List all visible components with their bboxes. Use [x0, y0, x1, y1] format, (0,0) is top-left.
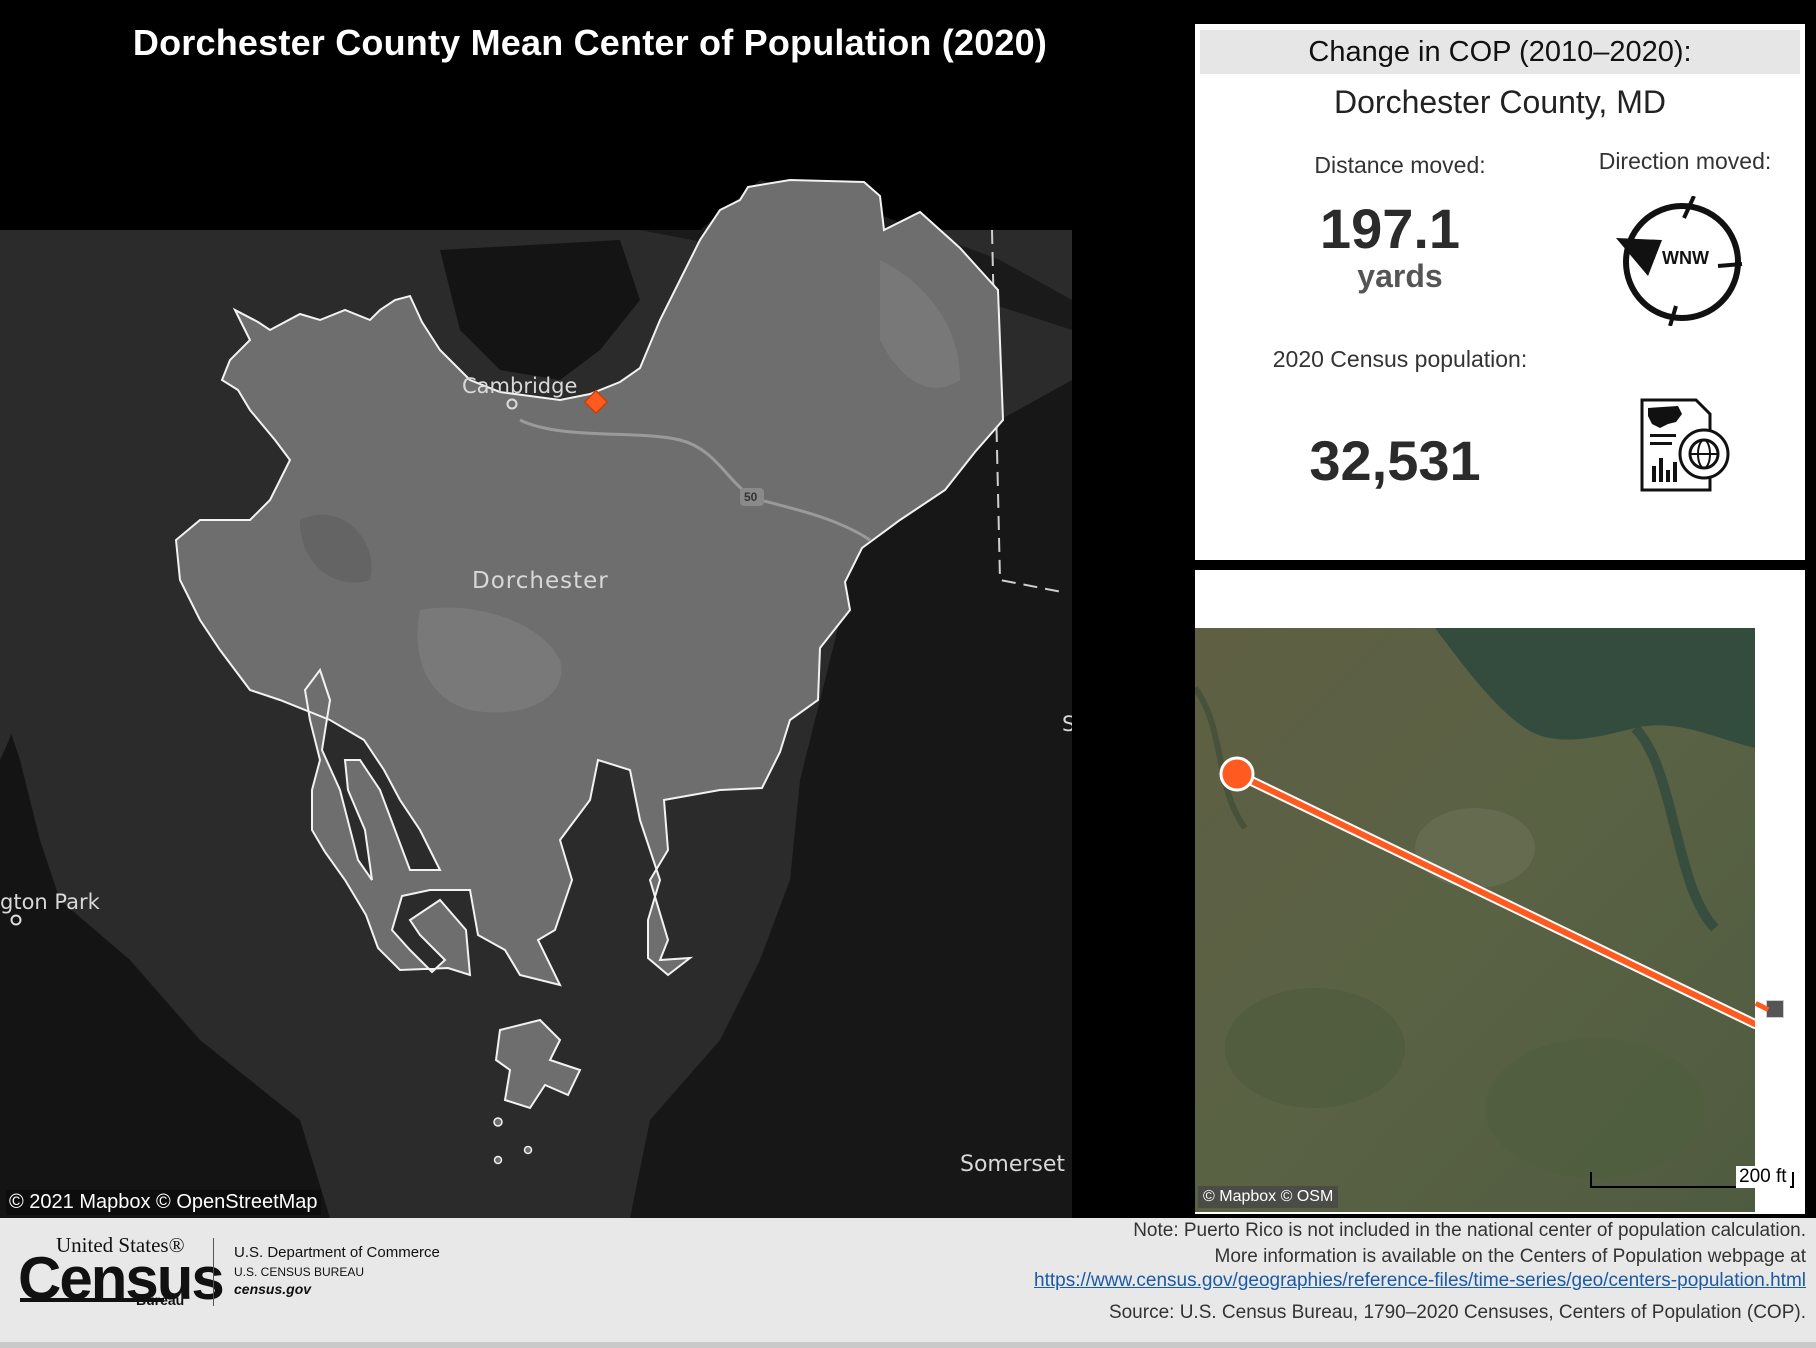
logo-bureau-text: Bureau: [136, 1292, 185, 1308]
talbot-land: [440, 240, 640, 380]
detail-map-attribution[interactable]: © Mapbox © OSM: [1198, 1186, 1339, 1208]
park-label: gton Park: [0, 890, 100, 914]
cambridge-dot: [506, 398, 518, 410]
distance-value: 197.1: [1319, 197, 1461, 260]
highway-50: [519, 418, 871, 542]
scale-bar: [1590, 1172, 1794, 1188]
logo-underline: [20, 1298, 164, 1302]
census-logo[interactable]: Census: [18, 1245, 225, 1312]
direction-value: WNW: [1662, 248, 1709, 268]
landcover-patch: [880, 260, 960, 388]
footer-more-info: More information is available on the Cen…: [1214, 1246, 1806, 1267]
eastern-land: [630, 380, 1072, 1218]
movement-line: [1234, 771, 1755, 1027]
population-value: 32,531: [1309, 429, 1481, 492]
map-canvas[interactable]: [0, 0, 1072, 1218]
center-of-population-marker[interactable]: [583, 389, 609, 415]
somerset-label: Somerset: [960, 1152, 1066, 1177]
cambridge-label: Cambridge: [462, 374, 578, 398]
bureau-name: U.S. CENSUS BUREAU: [234, 1265, 365, 1279]
route-number: 50: [744, 490, 758, 504]
page-title: Dorchester County Mean Center of Populat…: [132, 22, 1048, 63]
logo-top-text: United States®: [56, 1233, 185, 1257]
population-label: 2020 Census population:: [1272, 346, 1528, 372]
county-label: Dorchester: [472, 568, 609, 594]
website-text: census.gov: [234, 1281, 312, 1297]
info-header: Change in COP (2010–2020):: [1200, 30, 1800, 74]
main-map[interactable]: Cambridge Dorchester gton Park Somerset …: [0, 0, 1072, 1218]
scale-label: 200 ft: [1736, 1166, 1790, 1188]
census-document-globe-icon: [1638, 398, 1738, 494]
edge-label: S: [1062, 712, 1072, 736]
county-name: Dorchester County, MD: [1334, 84, 1666, 120]
landcover-patch: [417, 607, 562, 713]
department-name: U.S. Department of Commerce: [234, 1244, 440, 1261]
route-shield-icon: [740, 488, 764, 506]
new-center-marker[interactable]: [1219, 756, 1255, 792]
centers-population-link[interactable]: https://www.census.gov/geographies/refer…: [1034, 1270, 1806, 1291]
landcover-patch: [300, 514, 372, 583]
western-land: [0, 230, 330, 1218]
distance-label: Distance moved:: [1314, 152, 1486, 178]
water-body: [1435, 628, 1755, 748]
park-dot: [10, 914, 22, 926]
detail-satellite-map[interactable]: [1195, 628, 1755, 1212]
distance-unit: yards: [1357, 258, 1443, 294]
map-attribution[interactable]: © 2021 Mapbox © OpenStreetMap: [6, 1190, 321, 1215]
footer-source: Source: U.S. Census Bureau, 1790–2020 Ce…: [1108, 1302, 1806, 1323]
footer: [0, 1218, 1816, 1348]
footer-note: Note: Puerto Rico is not included in the…: [1133, 1220, 1806, 1241]
compass-arrow-icon: WNW: [1614, 195, 1744, 327]
logo-divider: [213, 1238, 214, 1306]
dorchester-county-polygon[interactable]: [174, 178, 1005, 987]
old-center-marker[interactable]: [1766, 1000, 1784, 1018]
footer-stripe: [0, 1342, 1816, 1348]
island: [494, 1018, 582, 1110]
direction-label: Direction moved:: [1598, 148, 1772, 174]
